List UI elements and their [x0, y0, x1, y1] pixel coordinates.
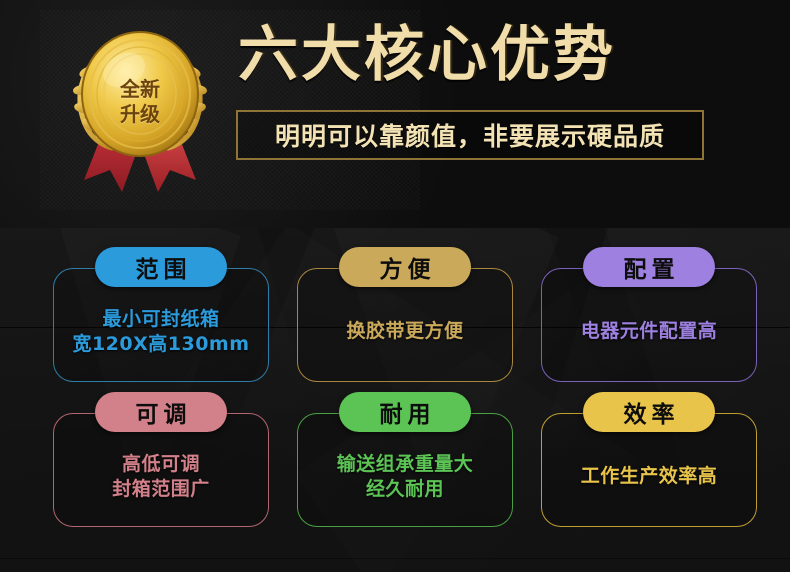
feature-pill-convenience: 方便: [339, 247, 471, 287]
feature-card-adjustable[interactable]: 可调 高低可调 封箱范围广: [53, 392, 269, 527]
feature-card-range[interactable]: 范围 最小可封纸箱 宽120X高130mm: [53, 247, 269, 382]
feature-card-convenience[interactable]: 方便 换胶带更方便: [297, 247, 513, 382]
subtitle-box: 明明可以靠颜值，非要展示硬品质: [236, 110, 704, 160]
feature-body-convenience: 换胶带更方便: [346, 320, 464, 343]
page-subtitle: 明明可以靠颜值，非要展示硬品质: [274, 122, 665, 151]
feature-pill-range: 范围: [95, 247, 227, 287]
feature-body-durability: 输送组承重量大 经久耐用: [336, 452, 474, 500]
feature-body-configuration: 电器元件配置高: [580, 320, 718, 343]
feature-card-grid: 范围 最小可封纸箱 宽120X高130mm 方便 换胶带更方便 配置 电器元件配…: [0, 228, 790, 572]
feature-body-adjustable: 高低可调 封箱范围广: [112, 452, 210, 500]
page-title: 六大核心优势: [238, 20, 616, 90]
feature-body-efficiency: 工作生产效率高: [580, 465, 718, 488]
feature-pill-efficiency: 效率: [583, 392, 715, 432]
award-medal-icon: 全新 升级: [54, 20, 226, 198]
feature-card-efficiency[interactable]: 效率 工作生产效率高: [541, 392, 757, 527]
poster-header: 全新 升级 六大核心优势 明明可以靠颜值，非要展示硬品质: [0, 0, 790, 228]
feature-card-configuration[interactable]: 配置 电器元件配置高: [541, 247, 757, 382]
feature-pill-configuration: 配置: [583, 247, 715, 287]
feature-pill-durability: 耐用: [339, 392, 471, 432]
feature-pill-adjustable: 可调: [95, 392, 227, 432]
feature-card-durability[interactable]: 耐用 输送组承重量大 经久耐用: [297, 392, 513, 527]
feature-body-range: 最小可封纸箱 宽120X高130mm: [72, 307, 250, 355]
